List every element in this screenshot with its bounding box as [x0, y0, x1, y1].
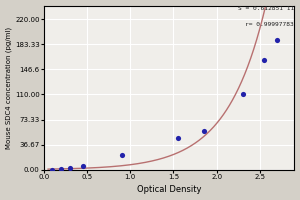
Y-axis label: Mouse SDC4 concentration (pg/ml): Mouse SDC4 concentration (pg/ml): [6, 27, 12, 149]
Point: [119, 153, 124, 156]
Point: [67, 166, 72, 170]
Point: [58, 167, 63, 171]
Point: [240, 93, 245, 96]
Point: [262, 59, 267, 62]
Text: S = 0.612851 11: S = 0.612851 11: [238, 6, 294, 11]
Point: [275, 38, 280, 41]
Point: [175, 136, 180, 139]
Point: [201, 129, 206, 132]
X-axis label: Optical Density: Optical Density: [137, 185, 201, 194]
Point: [80, 164, 85, 168]
Text: r= 0.99997783: r= 0.99997783: [245, 22, 294, 27]
Point: [50, 168, 55, 171]
